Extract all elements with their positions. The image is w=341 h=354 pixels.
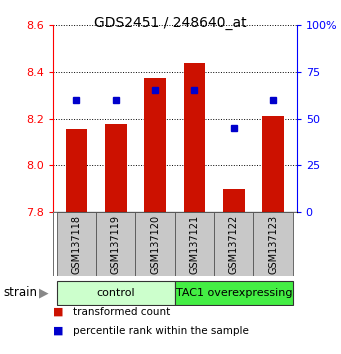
- Text: ▶: ▶: [39, 286, 49, 299]
- Bar: [175, 212, 214, 276]
- Text: ■: ■: [53, 326, 63, 336]
- Bar: [223, 189, 244, 212]
- Bar: [262, 116, 284, 212]
- Bar: [253, 212, 293, 276]
- Text: GSM137119: GSM137119: [111, 215, 121, 274]
- Bar: [65, 129, 87, 212]
- Text: GSM137118: GSM137118: [72, 215, 81, 274]
- Text: GSM137120: GSM137120: [150, 215, 160, 274]
- Text: TAC1 overexpressing: TAC1 overexpressing: [176, 288, 292, 298]
- Text: control: control: [97, 288, 135, 298]
- Text: percentile rank within the sample: percentile rank within the sample: [73, 326, 249, 336]
- Text: GSM137122: GSM137122: [229, 215, 239, 274]
- Bar: [105, 125, 127, 212]
- Bar: [57, 281, 175, 305]
- Text: GSM137123: GSM137123: [268, 215, 278, 274]
- Text: GSM137121: GSM137121: [189, 215, 199, 274]
- Bar: [96, 212, 135, 276]
- Text: GDS2451 / 248640_at: GDS2451 / 248640_at: [94, 16, 247, 30]
- Bar: [135, 212, 175, 276]
- Text: transformed count: transformed count: [73, 307, 170, 316]
- Bar: [183, 63, 205, 212]
- Bar: [57, 212, 96, 276]
- Text: ■: ■: [53, 307, 63, 316]
- Bar: [144, 78, 166, 212]
- Bar: [214, 212, 253, 276]
- Text: strain: strain: [3, 286, 38, 299]
- Bar: [175, 281, 293, 305]
